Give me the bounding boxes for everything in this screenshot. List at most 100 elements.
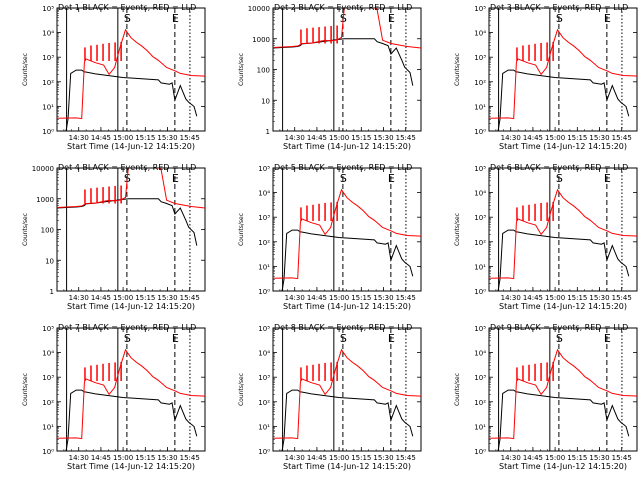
y-tick-label: 10¹ — [474, 103, 486, 111]
y-tick-label: 10¹ — [42, 423, 54, 431]
x-tick-label: 15:30 — [373, 134, 393, 142]
x-axis-title: Start Time (14-Jun-12 14:15:20) — [499, 462, 627, 471]
y-tick-label: 10 — [45, 257, 54, 265]
y-tick-label: 10⁵ — [42, 325, 54, 333]
plot-frame — [272, 167, 422, 292]
x-tick-label: 15:15 — [351, 454, 371, 462]
x-tick-label: 15:30 — [157, 134, 177, 142]
y-tick-label: 1 — [50, 288, 54, 296]
x-tick-label: 15:00 — [329, 134, 349, 142]
y-tick-label: 10⁰ — [258, 448, 270, 456]
x-tick-label: 14:30 — [69, 134, 89, 142]
marker-label-e: E — [172, 172, 179, 185]
series-group — [489, 188, 637, 291]
y-tick-label: 10⁵ — [258, 325, 270, 333]
plot-frame — [488, 167, 638, 292]
x-tick-label: 15:30 — [589, 134, 609, 142]
marker-label-s: S — [124, 12, 131, 25]
x-tick-label: 14:30 — [285, 294, 305, 302]
y-tick-label: 10⁰ — [258, 288, 270, 296]
x-tick-label: 15:45 — [612, 454, 632, 462]
x-tick-label: 15:00 — [545, 134, 565, 142]
y-tick-label: 10000 — [248, 5, 270, 13]
y-tick-label: 10¹ — [258, 263, 270, 271]
series-group — [489, 28, 637, 131]
y-tick-label: 10⁴ — [258, 190, 270, 198]
plot-frame — [56, 327, 206, 452]
y-tick-label: 10⁵ — [474, 5, 486, 13]
y-tick-label: 10³ — [258, 374, 270, 382]
events-series-line — [497, 389, 630, 451]
marker-label-s: S — [340, 332, 347, 345]
chart-panel-2: 1 10 100 1000 10000 14:30 14:45 15:00 15:15 15:30… — [238, 3, 422, 151]
y-tick-label: 10³ — [42, 54, 54, 62]
x-tick-label: 15:00 — [545, 294, 565, 302]
plot-frame — [272, 327, 422, 452]
x-tick-label: 15:00 — [329, 454, 349, 462]
series-group — [489, 348, 637, 451]
panel-title: Det 7 BLACK = Events, RED = LLD — [58, 323, 196, 332]
y-axis-title: Counts/sec — [22, 53, 29, 86]
plot-frame — [56, 7, 206, 132]
panel-title: Det 4 BLACK = Events, RED = LLD — [58, 163, 196, 172]
y-tick-label: 10² — [474, 79, 486, 87]
panel-title: Det 5 BLACK = Events, RED = LLD — [274, 163, 412, 172]
plot-frame — [272, 7, 422, 132]
x-tick-label: 15:00 — [113, 134, 133, 142]
x-tick-label: 14:45 — [523, 134, 543, 142]
x-axis-title: Start Time (14-Jun-12 14:15:20) — [67, 462, 195, 471]
x-tick-label: 15:15 — [567, 134, 587, 142]
y-tick-label: 10⁵ — [474, 165, 486, 173]
y-tick-label: 10¹ — [474, 263, 486, 271]
x-tick-label: 15:00 — [329, 294, 349, 302]
y-tick-label: 1 — [266, 128, 270, 136]
marker-label-e: E — [604, 332, 611, 345]
x-tick-label: 15:45 — [396, 294, 416, 302]
events-series-line — [281, 229, 414, 291]
x-tick-label: 15:45 — [180, 294, 200, 302]
y-tick-label: 10³ — [474, 214, 486, 222]
y-tick-label: 10⁴ — [42, 30, 54, 38]
x-tick-label: 14:45 — [307, 134, 327, 142]
events-series-line — [497, 69, 630, 131]
x-tick-label: 15:15 — [135, 134, 155, 142]
x-tick-label: 15:45 — [396, 454, 416, 462]
y-tick-label: 100 — [41, 227, 54, 235]
panel-title: Det 3 BLACK = Events, RED = LLD — [490, 3, 628, 12]
x-axis-title: Start Time (14-Jun-12 14:15:20) — [499, 142, 627, 151]
lld-series-line — [273, 8, 421, 49]
y-tick-label: 10⁴ — [258, 350, 270, 358]
marker-label-s: S — [124, 332, 131, 345]
y-tick-label: 10³ — [258, 214, 270, 222]
x-tick-label: 14:30 — [285, 134, 305, 142]
y-tick-label: 10² — [42, 79, 54, 87]
y-tick-label: 1000 — [36, 196, 54, 204]
y-axis-title: Counts/sec — [238, 213, 245, 246]
x-axis-title: Start Time (14-Jun-12 14:15:20) — [499, 302, 627, 311]
y-tick-label: 10 — [261, 97, 270, 105]
x-tick-label: 15:15 — [135, 454, 155, 462]
y-tick-label: 10⁵ — [258, 165, 270, 173]
y-tick-label: 10¹ — [258, 423, 270, 431]
plot-frame — [56, 167, 206, 292]
lld-series-line — [57, 168, 205, 209]
x-tick-label: 14:45 — [523, 294, 543, 302]
x-tick-label: 14:45 — [523, 454, 543, 462]
y-tick-label: 10² — [42, 399, 54, 407]
y-tick-label: 10² — [474, 399, 486, 407]
x-tick-label: 15:45 — [612, 134, 632, 142]
events-series-line — [497, 229, 630, 291]
marker-label-s: S — [556, 332, 563, 345]
events-series-line — [281, 389, 414, 451]
x-tick-label: 15:45 — [396, 134, 416, 142]
x-tick-label: 14:30 — [501, 294, 521, 302]
series-group — [273, 188, 421, 291]
x-tick-label: 15:30 — [589, 454, 609, 462]
series-group — [273, 348, 421, 451]
x-tick-label: 15:15 — [135, 294, 155, 302]
y-tick-label: 10² — [258, 239, 270, 247]
y-tick-label: 10³ — [474, 374, 486, 382]
x-axis-title: Start Time (14-Jun-12 14:15:20) — [283, 302, 411, 311]
